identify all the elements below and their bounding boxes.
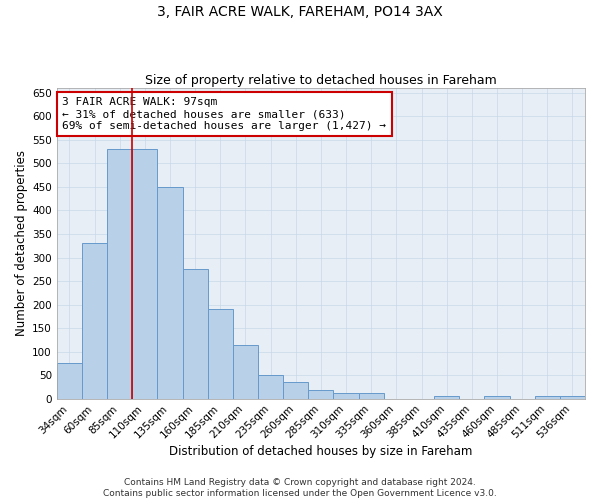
Bar (560, 396, 585, 398)
Y-axis label: Number of detached properties: Number of detached properties (15, 150, 28, 336)
Text: Contains HM Land Registry data © Crown copyright and database right 2024.
Contai: Contains HM Land Registry data © Crown c… (103, 478, 497, 498)
Text: 3, FAIR ACRE WALK, FAREHAM, PO14 3AX: 3, FAIR ACRE WALK, FAREHAM, PO14 3AX (157, 5, 443, 19)
Bar (107, 150, 132, 398)
Bar (182, 270, 208, 398)
Bar (132, 150, 157, 398)
Bar (208, 309, 233, 398)
Bar (82, 244, 107, 398)
Bar (359, 393, 384, 398)
Bar (233, 344, 258, 399)
Bar (157, 187, 182, 398)
Bar (334, 393, 359, 398)
Bar (484, 396, 509, 398)
Text: 3 FAIR ACRE WALK: 97sqm
← 31% of detached houses are smaller (633)
69% of semi-d: 3 FAIR ACRE WALK: 97sqm ← 31% of detache… (62, 98, 386, 130)
Bar (283, 382, 308, 398)
Bar (57, 364, 82, 398)
Bar (258, 375, 283, 398)
Title: Size of property relative to detached houses in Fareham: Size of property relative to detached ho… (145, 74, 497, 87)
X-axis label: Distribution of detached houses by size in Fareham: Distribution of detached houses by size … (169, 444, 473, 458)
Bar (308, 390, 334, 398)
Bar (535, 396, 560, 398)
Bar (434, 396, 459, 398)
